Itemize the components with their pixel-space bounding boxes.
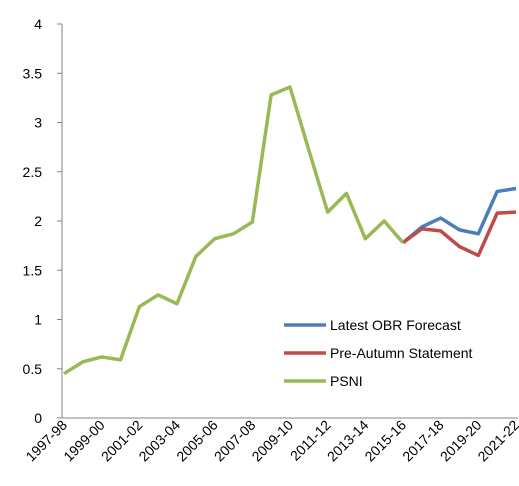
y-tick-label: 0.5 (23, 361, 43, 377)
y-tick-label: 1 (34, 312, 42, 328)
legend-label: Pre-Autumn Statement (330, 345, 473, 361)
legend-label: PSNI (330, 373, 363, 389)
series-line (401, 186, 517, 245)
x-tick-label: 2021-22 (474, 417, 519, 465)
series-line (63, 85, 405, 376)
series-line (401, 210, 517, 258)
x-tick-label: 2009-10 (248, 417, 296, 465)
y-tick-label: 4 (34, 16, 42, 32)
y-tick-label: 0 (34, 410, 42, 426)
legend-label: Latest OBR Forecast (330, 317, 461, 333)
y-tick-label: 3.5 (23, 65, 43, 81)
y-tick-label: 2 (34, 213, 42, 229)
y-tick-label: 3 (34, 115, 42, 131)
y-tick-label: 2.5 (23, 164, 43, 180)
y-tick-label: 1.5 (23, 262, 43, 278)
